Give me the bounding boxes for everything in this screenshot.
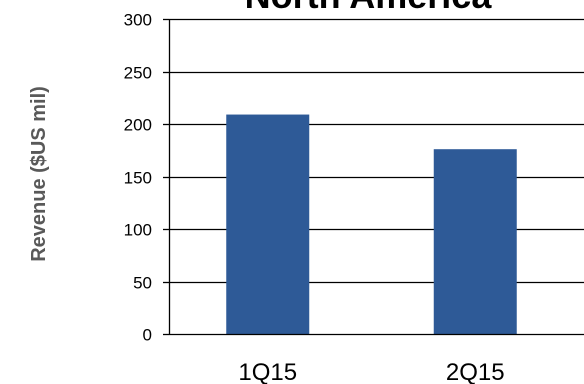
y-tick-label: 0	[143, 326, 152, 345]
axes	[163, 18, 584, 336]
y-tick-label: 250	[124, 64, 152, 83]
x-tick-label: 2Q15	[446, 359, 505, 384]
y-tick-label: 200	[124, 116, 152, 135]
bar-2q15	[433, 149, 517, 334]
y-axis-title: Revenue ($US mil)	[28, 86, 50, 262]
y-tick-label: 50	[133, 274, 152, 293]
y-tick-label: 150	[124, 169, 152, 188]
bar-1q15	[226, 114, 310, 334]
x-tick-labels: 1Q15 2Q15	[238, 359, 504, 384]
bars	[226, 114, 517, 334]
y-tick-label: 100	[124, 221, 152, 240]
y-tick-label: 300	[124, 11, 152, 30]
y-tick-labels: 0 50 100 150 200 250 300	[124, 11, 152, 345]
chart-title: North America	[245, 0, 493, 16]
x-tick-label: 1Q15	[238, 359, 297, 384]
